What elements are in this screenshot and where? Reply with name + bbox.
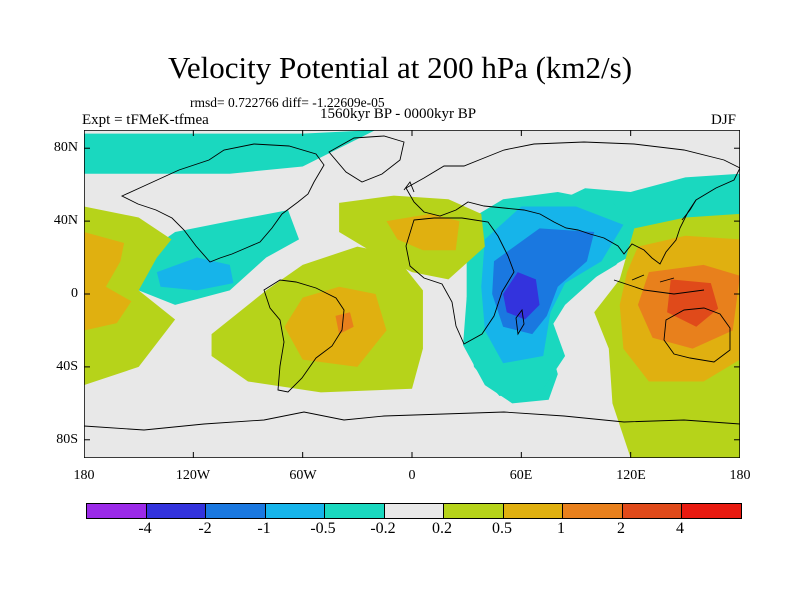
coast-greenland [328, 135, 405, 183]
colorbar-segment [325, 504, 385, 518]
lat-tick-label: 0 [71, 286, 78, 301]
lon-tick-label: 120E [616, 468, 646, 483]
lon-tick-label: 0 [408, 468, 416, 483]
colorbar-label: -2 [198, 520, 212, 537]
coast-north-america [120, 143, 325, 263]
coast-eurasia [405, 141, 740, 265]
colorbar-segment [503, 504, 564, 518]
contour-region-pacific-west-orange [84, 232, 132, 331]
map-plot [84, 130, 740, 458]
coast-antarctica [84, 411, 740, 431]
contour-region-samerica-dark [335, 312, 354, 335]
colorbar-label: -0.2 [370, 520, 396, 537]
contour-region-africa-orange [386, 213, 460, 251]
colorbar-segment [444, 504, 504, 518]
colorbar-segment [265, 504, 326, 518]
colorbar-segment [206, 504, 266, 518]
experiment-label: Expt = tFMeK-tfmea [82, 112, 209, 128]
colorbar-label: -0.5 [310, 520, 336, 537]
coast-uk [403, 181, 415, 193]
lat-tick-label: 80S [56, 432, 78, 447]
colorbar-segment [682, 504, 742, 518]
lon-tick-label: 60E [509, 468, 533, 483]
lon-tick-label: 180 [729, 468, 751, 483]
colorbar-segment [87, 504, 147, 518]
colorbar-label: 1 [557, 520, 565, 537]
colorbar-label: 2 [617, 520, 625, 537]
colorbar-segment [563, 504, 623, 518]
coast-madagascar [515, 308, 525, 336]
coast-africa [405, 217, 515, 345]
colorbar-label: 0.5 [492, 520, 512, 537]
colorbar-label: -4 [138, 520, 152, 537]
field-layer [84, 130, 740, 458]
contour-region-australia-red [667, 279, 719, 327]
lat-tick-label: 40S [56, 359, 78, 374]
contour-region-east-pacific-blue [156, 257, 234, 291]
colorbar [86, 503, 742, 519]
stats-label: rmsd= 0.722766 diff= -1.22609e-05 [190, 95, 385, 110]
season-label: DJF [711, 112, 737, 128]
lon-tick-label: 120W [175, 468, 211, 483]
chart-title: Velocity Potential at 200 hPa (km2/s) [167, 50, 633, 85]
colorbar-segment [384, 504, 445, 518]
coast-indonesia [613, 274, 705, 295]
colorbar-label: 0.2 [432, 520, 452, 537]
colorbar-label: 4 [676, 520, 684, 537]
colorbar-segment [146, 504, 207, 518]
lat-tick-label: 40N [53, 213, 78, 228]
coast-japan [681, 199, 697, 221]
lon-tick-label: 60W [289, 468, 317, 483]
colorbar-segment [622, 504, 683, 518]
coast-australia [663, 307, 731, 363]
contour-region-indian-darkblue [503, 272, 540, 320]
coastline-layer [84, 135, 740, 431]
lat-tick-label: 80N [53, 140, 78, 155]
lon-tick-label: 180 [73, 468, 95, 483]
coast-south-america [263, 279, 345, 393]
colorbar-label: -1 [257, 520, 271, 537]
period-label: 1560kyr BP - 0000kyr BP [320, 106, 477, 122]
contour-region-cyan-north-fringe [84, 130, 376, 174]
contour-region-samerica-orange [284, 286, 387, 367]
